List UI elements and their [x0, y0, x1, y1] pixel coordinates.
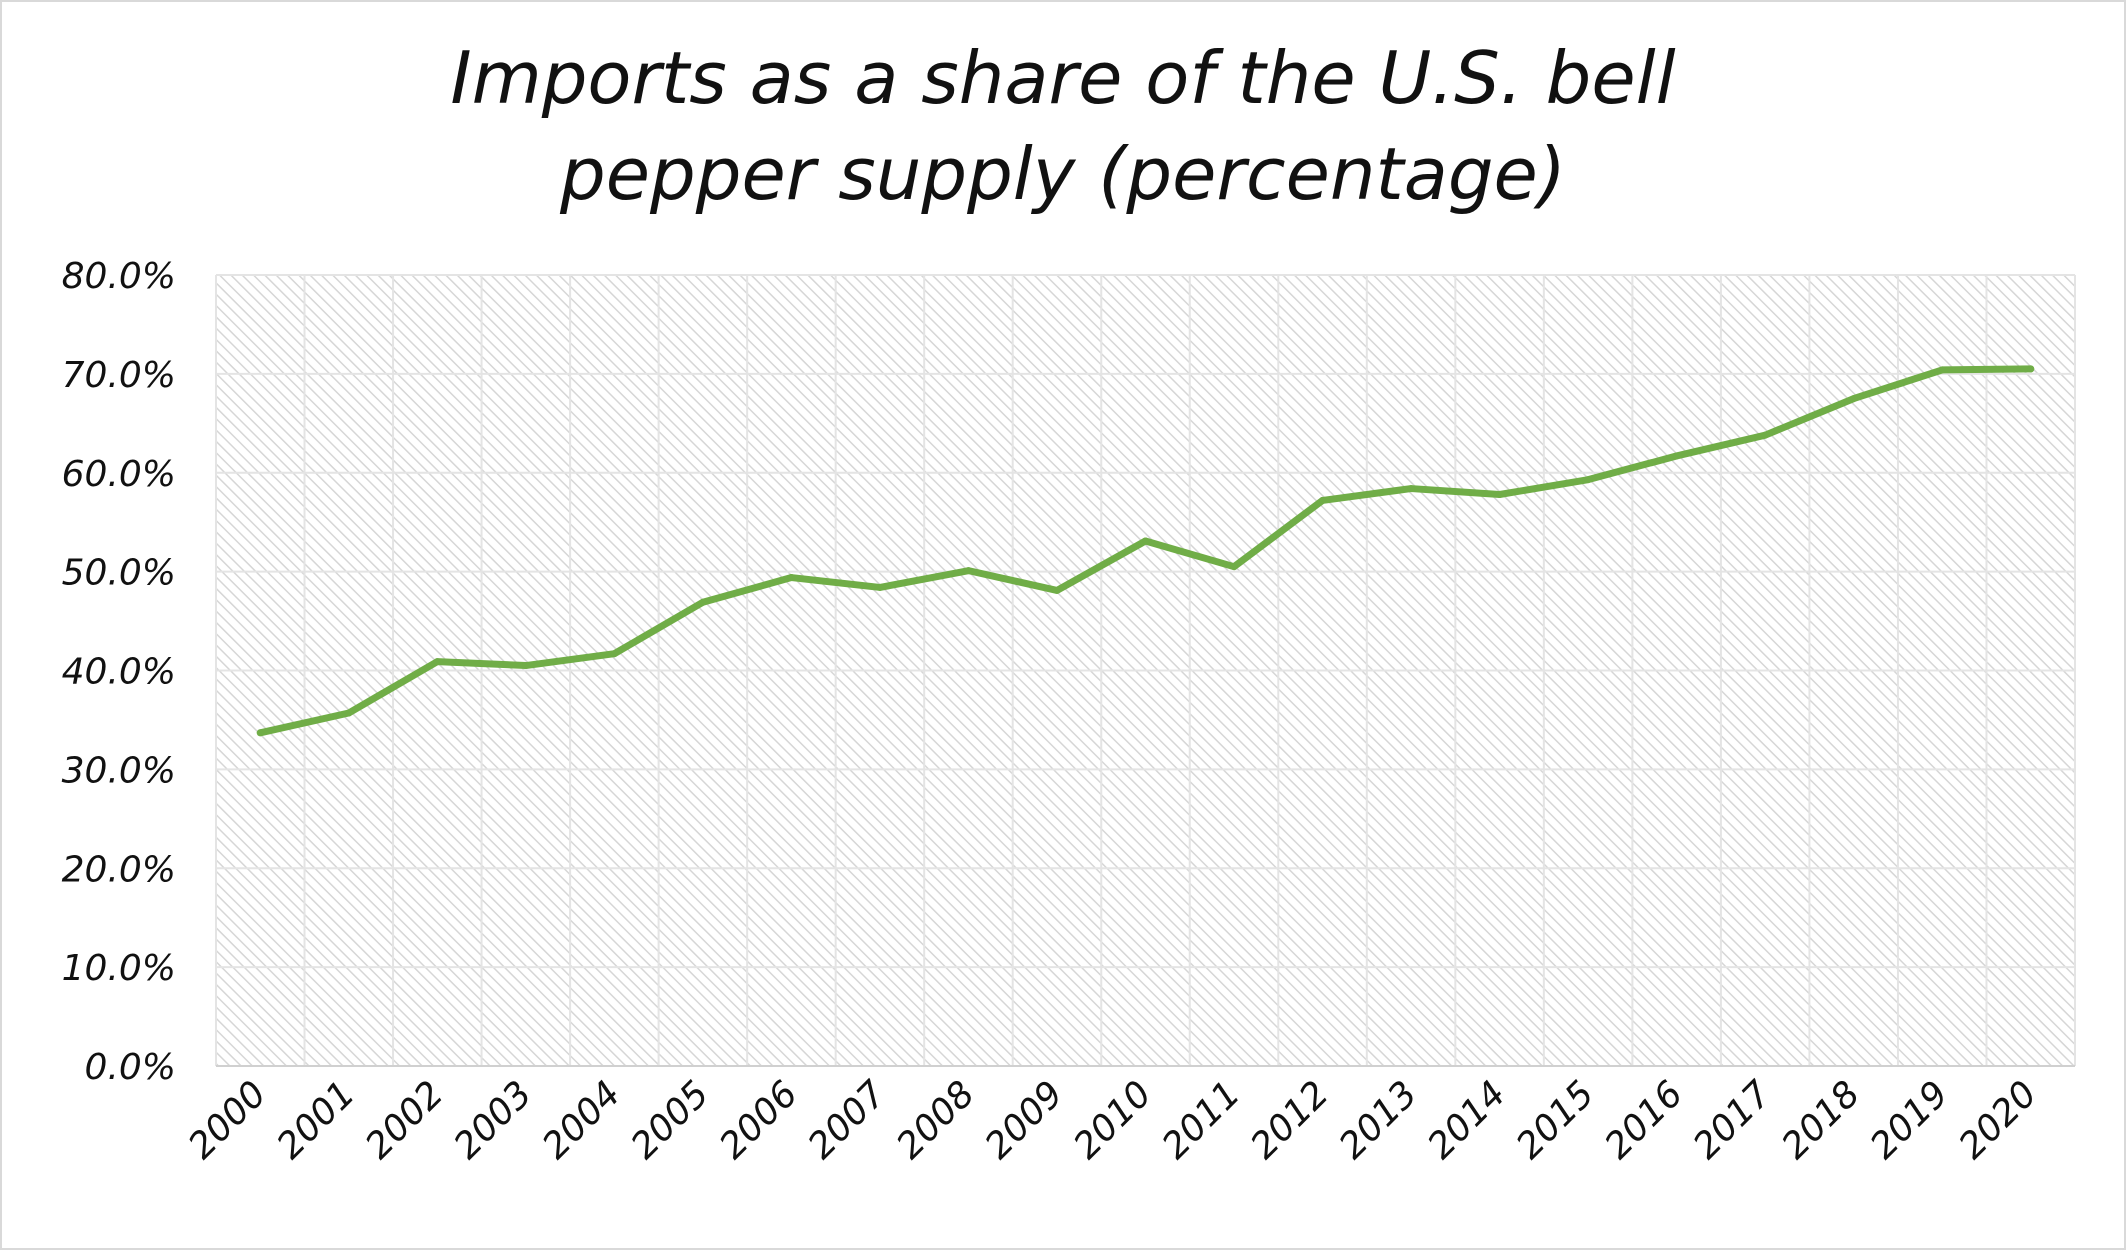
data-point	[433, 658, 441, 666]
data-point	[256, 729, 264, 737]
data-point	[1850, 395, 1858, 403]
chart-title: Imports as a share of the U.S. bell pepp…	[0, 30, 2126, 222]
x-tick-label: 2011	[1155, 1073, 1249, 1167]
y-tick-label: 50.0%	[62, 553, 176, 594]
x-tick-label: 2009	[978, 1073, 1072, 1167]
x-tick-label: 2000	[181, 1073, 275, 1167]
data-point	[1230, 563, 1238, 571]
y-tick-label: 10.0%	[62, 948, 176, 989]
data-point	[1319, 496, 1327, 504]
chart-title-line-2: pepper supply (percentage)	[560, 132, 1566, 216]
data-point	[522, 662, 530, 670]
data-point	[1053, 586, 1061, 594]
data-point	[1142, 537, 1149, 545]
x-tick-label: 2007	[801, 1073, 895, 1167]
y-tick-label: 40.0%	[62, 652, 176, 693]
data-point	[964, 567, 972, 575]
data-point	[1673, 452, 1681, 460]
data-point	[345, 709, 353, 717]
x-tick-label: 2005	[623, 1073, 717, 1167]
x-tick-label: 2015	[1509, 1073, 1603, 1167]
y-tick-label: 70.0%	[62, 355, 176, 396]
data-point	[699, 598, 707, 606]
data-point	[787, 574, 795, 582]
y-tick-label: 0.0%	[85, 1047, 176, 1088]
y-tick-label: 60.0%	[62, 454, 176, 495]
x-tick-label: 2017	[1686, 1073, 1780, 1167]
x-tick-label: 2004	[535, 1073, 629, 1167]
x-tick-label: 2001	[269, 1073, 363, 1167]
x-tick-label: 2003	[446, 1073, 540, 1167]
x-tick-label: 2013	[1332, 1073, 1426, 1167]
data-point	[1938, 366, 1946, 374]
y-tick-label: 20.0%	[62, 849, 176, 890]
data-point	[876, 583, 884, 591]
data-point	[1761, 431, 1769, 439]
x-tick-label: 2012	[1243, 1073, 1337, 1167]
data-point	[1584, 476, 1592, 484]
x-tick-label: 2008	[889, 1073, 983, 1167]
chart-title-line-1: Imports as a share of the U.S. bell	[450, 36, 1676, 120]
x-tick-label: 2006	[712, 1073, 806, 1167]
data-point	[2027, 365, 2035, 373]
data-point	[1407, 485, 1415, 493]
y-tick-label: 80.0%	[62, 256, 176, 297]
x-tick-label: 2014	[1420, 1073, 1514, 1167]
x-tick-label: 2020	[1951, 1073, 2045, 1167]
x-tick-label: 2018	[1774, 1073, 1868, 1167]
y-tick-label: 30.0%	[62, 750, 176, 791]
x-tick-label: 2010	[1066, 1073, 1160, 1167]
x-tick-label: 2002	[358, 1073, 452, 1167]
x-tick-label: 2019	[1863, 1073, 1957, 1167]
data-point	[610, 650, 618, 658]
data-point	[1496, 491, 1504, 499]
x-tick-label: 2016	[1597, 1073, 1691, 1167]
